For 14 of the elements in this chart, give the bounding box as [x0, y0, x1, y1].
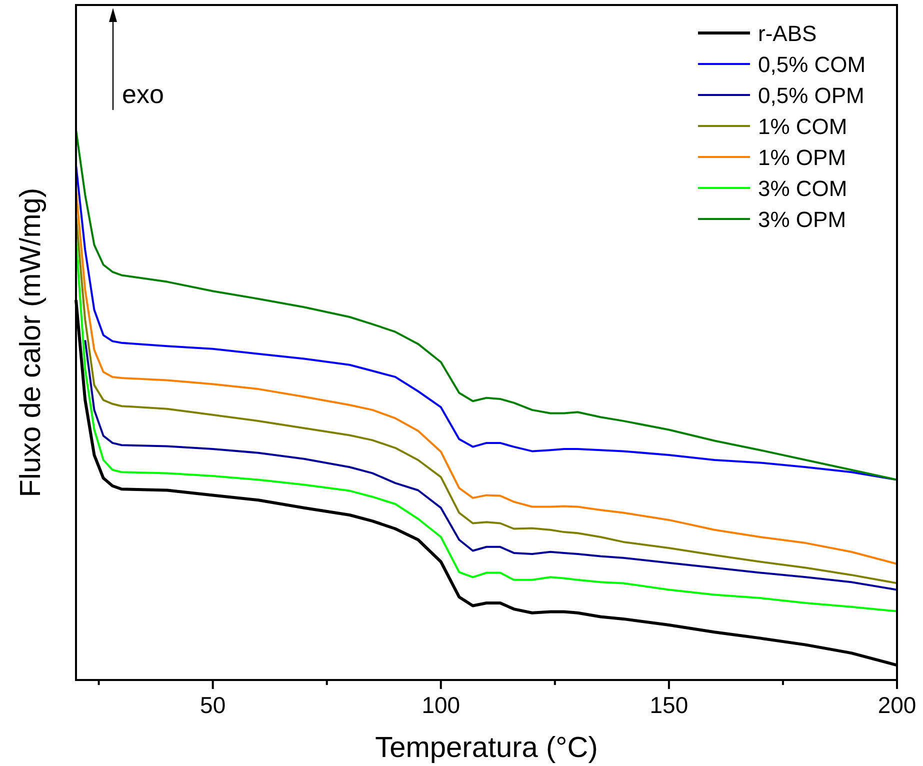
x-tick-label: 50 — [200, 692, 226, 718]
legend-label: r-ABS — [758, 21, 817, 46]
x-axis-title: Temperatura (°C) — [375, 732, 598, 764]
x-tick-label: 150 — [650, 692, 688, 718]
text: exo — [122, 79, 164, 109]
legend-label: 1% COM — [758, 114, 848, 139]
legend-label: 1% OPM — [758, 145, 846, 170]
legend-label: 0,5% COM — [758, 52, 866, 77]
x-tick-label: 100 — [422, 692, 460, 718]
legend-label: 3% OPM — [758, 207, 846, 232]
legend-label: 3% COM — [758, 176, 848, 201]
legend-label: 0,5% OPM — [758, 83, 864, 108]
y-axis-title: Fluxo de calor (mW/mg) — [15, 188, 47, 498]
x-tick-label: 200 — [878, 692, 916, 718]
